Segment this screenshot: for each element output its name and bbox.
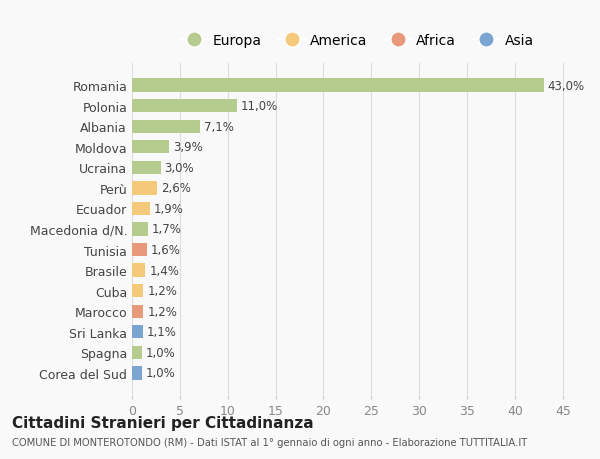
- Text: 2,6%: 2,6%: [161, 182, 191, 195]
- Bar: [132, 243, 148, 257]
- Text: 1,4%: 1,4%: [149, 264, 179, 277]
- Bar: [132, 120, 200, 134]
- Text: 1,7%: 1,7%: [152, 223, 182, 236]
- Text: 11,0%: 11,0%: [241, 100, 278, 113]
- Bar: [132, 141, 169, 154]
- Bar: [132, 223, 148, 236]
- Text: 1,0%: 1,0%: [145, 346, 175, 359]
- Bar: [132, 100, 238, 113]
- Text: COMUNE DI MONTEROTONDO (RM) - Dati ISTAT al 1° gennaio di ogni anno - Elaborazio: COMUNE DI MONTEROTONDO (RM) - Dati ISTAT…: [12, 437, 527, 447]
- Text: 1,2%: 1,2%: [148, 305, 177, 318]
- Bar: [132, 305, 143, 318]
- Bar: [132, 346, 142, 359]
- Text: 1,1%: 1,1%: [146, 325, 176, 339]
- Bar: [132, 325, 143, 339]
- Bar: [132, 182, 157, 195]
- Text: 1,9%: 1,9%: [154, 202, 184, 215]
- Text: 3,9%: 3,9%: [173, 141, 203, 154]
- Text: Cittadini Stranieri per Cittadinanza: Cittadini Stranieri per Cittadinanza: [12, 415, 314, 430]
- Text: 7,1%: 7,1%: [204, 120, 233, 134]
- Bar: [132, 285, 143, 298]
- Bar: [132, 79, 544, 93]
- Text: 3,0%: 3,0%: [164, 162, 194, 174]
- Text: 1,6%: 1,6%: [151, 244, 181, 257]
- Text: 1,0%: 1,0%: [145, 367, 175, 380]
- Text: 43,0%: 43,0%: [548, 79, 584, 92]
- Bar: [132, 366, 142, 380]
- Bar: [132, 202, 150, 216]
- Bar: [132, 264, 145, 277]
- Legend: Europa, America, Africa, Asia: Europa, America, Africa, Asia: [175, 28, 539, 53]
- Text: 1,2%: 1,2%: [148, 285, 177, 297]
- Bar: [132, 161, 161, 174]
